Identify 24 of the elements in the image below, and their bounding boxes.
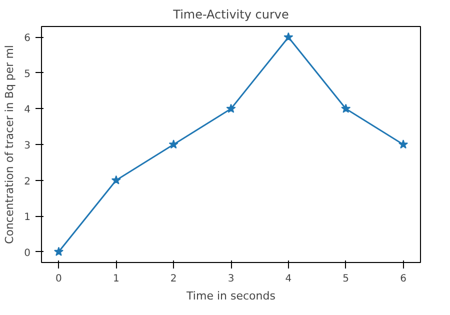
point — [111, 175, 121, 184]
y-tick-label: 6 — [24, 33, 31, 44]
point — [398, 140, 408, 149]
point — [284, 32, 294, 42]
x-tick-label: 1 — [112, 274, 120, 284]
point — [226, 104, 236, 113]
point — [341, 104, 351, 113]
y-axis-title: Concentration of tracer in Bq per ml — [3, 45, 16, 244]
x-tick-label: 5 — [342, 274, 350, 284]
y-tick-label: 4 — [24, 104, 31, 116]
x-tick-label: 4 — [285, 274, 292, 284]
point — [54, 246, 64, 256]
x-tick-label: 3 — [228, 274, 234, 284]
x-tick-label: 2 — [170, 274, 177, 284]
y-tick-label: 3 — [24, 140, 31, 152]
y-tick-label: 2 — [24, 176, 31, 188]
x-tick-label: 6 — [400, 274, 406, 284]
y-tick-label: 5 — [24, 68, 31, 80]
point — [168, 140, 178, 149]
chart-title: Time-Activity curve — [172, 8, 289, 22]
y-tick-label: 1 — [24, 212, 31, 224]
x-axis-title: Time in seconds — [186, 290, 276, 302]
x-tick-label: 0 — [56, 274, 62, 284]
y-tick-label: 0 — [24, 248, 31, 259]
